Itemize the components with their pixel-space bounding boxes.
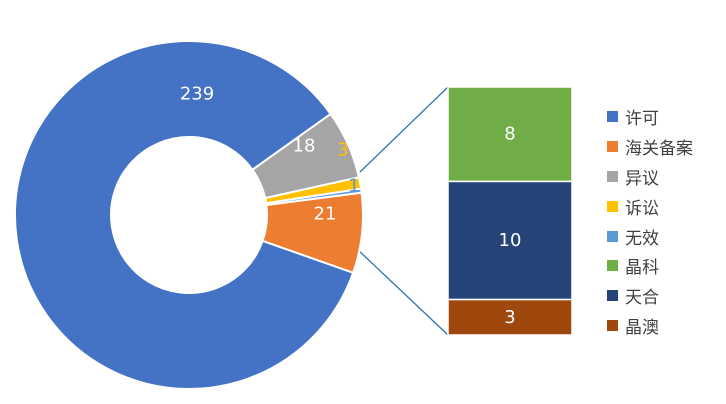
legend-item: 晶澳 (607, 311, 693, 341)
connector-lines (356, 86, 449, 336)
legend-label: 诉讼 (625, 198, 659, 219)
legend-swatch (607, 111, 618, 123)
bar-data-label: 10 (499, 230, 522, 251)
legend-label: 许可 (625, 109, 659, 130)
donut-data-label: 18 (293, 136, 316, 157)
donut-data-label: 21 (314, 204, 337, 225)
legend-item: 许可 (607, 102, 693, 132)
connector-line-bottom (356, 248, 449, 336)
donut-data-label: 239 (180, 84, 214, 105)
legend-item: 海关备案 (607, 132, 693, 162)
legend-label: 晶科 (625, 258, 659, 279)
connector-line-top (359, 86, 449, 173)
legend-swatch (607, 319, 618, 331)
legend-label: 无效 (625, 228, 659, 249)
legend-swatch (607, 230, 618, 242)
stacked-bar (447, 86, 573, 336)
legend-swatch (607, 200, 618, 212)
legend-item: 晶科 (607, 251, 693, 281)
donut-chart (14, 40, 364, 390)
legend-label: 异议 (625, 168, 659, 189)
legend-item: 诉讼 (607, 191, 693, 221)
bar-segment-2 (447, 180, 573, 301)
bar-data-label: 8 (504, 124, 515, 145)
legend-swatch (607, 170, 618, 182)
bar-segment-1 (447, 86, 573, 183)
bar-segment-3 (447, 298, 573, 336)
legend-item: 天合 (607, 281, 693, 311)
legend-label: 晶澳 (625, 317, 659, 338)
legend-label: 天合 (625, 288, 659, 309)
donut-slice-1 (14, 40, 355, 390)
legend-swatch (607, 260, 618, 272)
legend-item: 无效 (607, 221, 693, 251)
legend-swatch (607, 290, 618, 302)
legend-swatch (607, 141, 618, 153)
legend-item: 异议 (607, 162, 693, 192)
legend: 许可海关备案异议诉讼无效晶科天合晶澳 (607, 102, 693, 340)
donut-data-label: 1 (348, 176, 359, 197)
bar-data-label: 3 (504, 307, 515, 328)
donut-data-label: 3 (337, 140, 348, 161)
legend-label: 海关备案 (625, 139, 693, 160)
donut-slice-5 (264, 187, 363, 207)
